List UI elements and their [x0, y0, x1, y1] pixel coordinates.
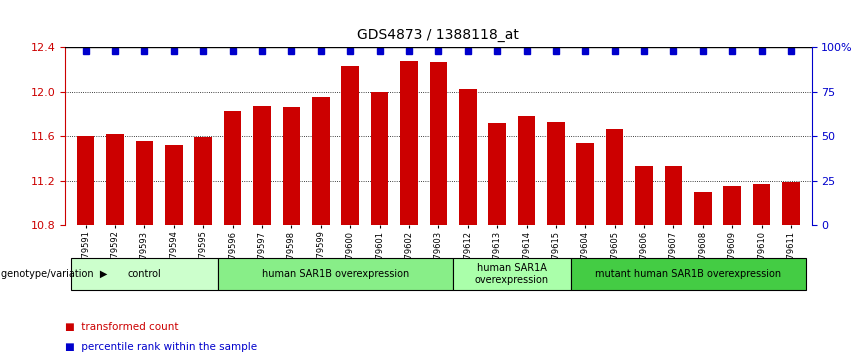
- FancyBboxPatch shape: [218, 258, 453, 290]
- Bar: [312, 97, 330, 225]
- Text: genotype/variation  ▶: genotype/variation ▶: [1, 269, 108, 279]
- FancyBboxPatch shape: [453, 258, 570, 290]
- Bar: [489, 123, 506, 225]
- Bar: [283, 107, 300, 225]
- Text: mutant human SAR1B overexpression: mutant human SAR1B overexpression: [595, 269, 781, 279]
- FancyBboxPatch shape: [570, 258, 806, 290]
- Bar: [517, 116, 536, 225]
- Bar: [782, 182, 799, 225]
- Bar: [547, 122, 565, 225]
- Bar: [400, 61, 418, 225]
- Text: human SAR1A
overexpression: human SAR1A overexpression: [475, 263, 549, 285]
- Bar: [665, 166, 682, 225]
- Bar: [430, 62, 447, 225]
- Bar: [224, 111, 241, 225]
- Text: ■  percentile rank within the sample: ■ percentile rank within the sample: [65, 342, 257, 352]
- Bar: [635, 166, 653, 225]
- Bar: [576, 143, 594, 225]
- Bar: [459, 89, 477, 225]
- Bar: [135, 140, 154, 225]
- Bar: [606, 130, 623, 225]
- Bar: [341, 66, 359, 225]
- Bar: [165, 145, 182, 225]
- Text: human SAR1B overexpression: human SAR1B overexpression: [262, 269, 409, 279]
- Text: control: control: [128, 269, 161, 279]
- Bar: [694, 192, 712, 225]
- Bar: [194, 137, 212, 225]
- Bar: [753, 184, 771, 225]
- FancyBboxPatch shape: [71, 258, 218, 290]
- Bar: [253, 106, 271, 225]
- Title: GDS4873 / 1388118_at: GDS4873 / 1388118_at: [358, 28, 519, 42]
- Bar: [723, 186, 741, 225]
- Bar: [106, 134, 124, 225]
- Bar: [371, 91, 388, 225]
- Text: ■  transformed count: ■ transformed count: [65, 322, 179, 332]
- Bar: [77, 136, 95, 225]
